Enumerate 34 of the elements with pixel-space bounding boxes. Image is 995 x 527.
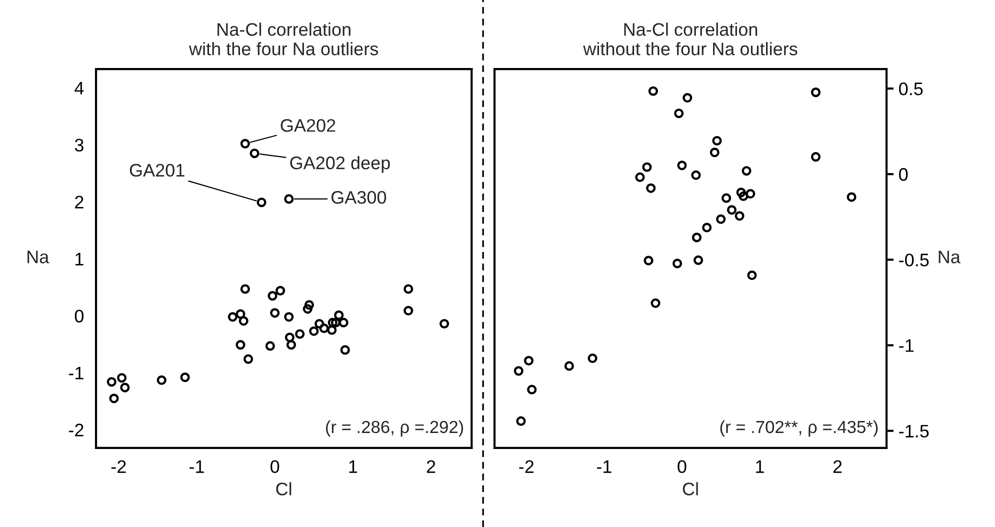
- y-tick-label: -1: [899, 339, 914, 352]
- y-tick-label: 2: [75, 196, 84, 208]
- annotation: GA201: [130, 164, 184, 177]
- y-tick-label: 0: [899, 168, 908, 181]
- x-tick-label: -2: [519, 460, 534, 473]
- annotation: GA202 deep: [290, 156, 390, 173]
- x-tick-label: 0: [678, 460, 686, 474]
- x-tick-label: -1: [596, 460, 612, 473]
- chart-title: Na-Cl correlation with the four Na outliers: [188, 22, 378, 56]
- y-tick-label: -0.5: [899, 254, 929, 266]
- y-tick-label: -2: [68, 424, 84, 436]
- y-tick-label: -1: [68, 366, 84, 380]
- x-tick-label: -2: [111, 460, 126, 473]
- annotation: (r = .286, ρ =.292): [326, 420, 464, 437]
- y-axis-title: Na: [938, 250, 960, 264]
- y-axis-title: Na: [28, 250, 50, 264]
- x-tick-label: 2: [426, 460, 436, 473]
- y-tick-label: 1: [76, 252, 84, 266]
- y-tick-label: 4: [74, 82, 84, 94]
- x-tick-label: 1: [756, 460, 764, 473]
- annotation: (r = .702**, ρ =.435*): [720, 420, 878, 437]
- y-tick-label: -1.5: [899, 424, 929, 438]
- y-tick-label: 0.5: [899, 82, 923, 96]
- x-axis-title: Cl: [276, 482, 292, 496]
- x-tick-label: 2: [833, 460, 842, 473]
- y-tick-label: 3: [74, 138, 84, 152]
- x-tick-label: 1: [349, 460, 358, 473]
- x-tick-label: 0: [270, 460, 280, 474]
- x-tick-label: -1: [190, 460, 204, 473]
- annotation: GA202: [280, 119, 336, 132]
- y-tick-label: 0: [74, 310, 84, 322]
- x-axis-title: Cl: [682, 482, 698, 496]
- annotation: GA300: [331, 191, 386, 204]
- chart-title: Na-Cl correlation without the four Na outliers: [583, 22, 798, 56]
